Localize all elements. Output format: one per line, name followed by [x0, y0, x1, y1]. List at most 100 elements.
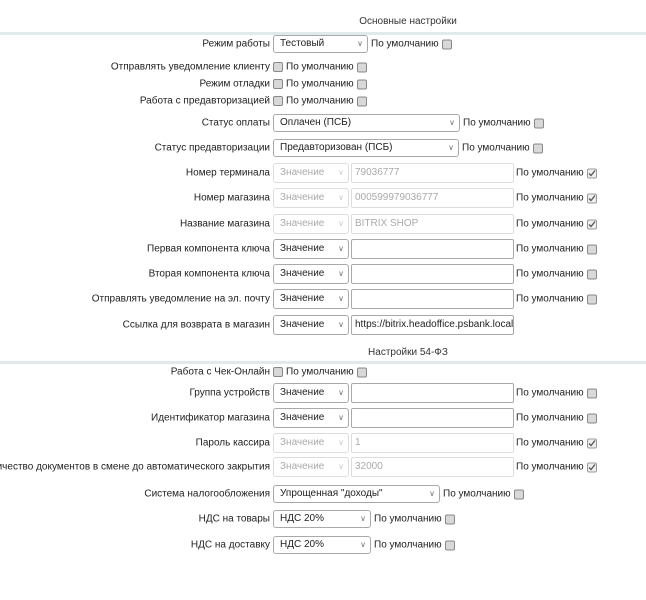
value-input[interactable]: 32000: [351, 457, 514, 477]
value-select[interactable]: Предавторизован (ПСБ) ∨: [273, 139, 459, 157]
default-checkbox[interactable]: [356, 79, 367, 89]
source-select[interactable]: Значение ∨: [273, 239, 349, 259]
default-label: По умолчанию: [516, 167, 584, 179]
section-title: Настройки 54-ФЗ: [368, 347, 448, 358]
default-option[interactable]: По умолчанию: [516, 294, 597, 305]
setting-label: Статус предавторизации: [154, 142, 270, 154]
value-checkbox[interactable]: [273, 79, 283, 89]
source-select[interactable]: Значение ∨: [273, 433, 349, 453]
default-option[interactable]: По умолчанию: [516, 269, 597, 280]
default-checkbox[interactable]: [586, 438, 597, 448]
select-value: Значение: [280, 268, 325, 279]
setting-row: НДС на товары НДС 20% ∨ По умолчанию: [0, 508, 646, 530]
select-value: Значение: [280, 293, 325, 304]
default-option[interactable]: По умолчанию: [371, 39, 452, 50]
source-select[interactable]: Значение ∨: [273, 264, 349, 284]
setting-row: Статус оплаты Оплачен (ПСБ) ∨ По умолчанию: [0, 112, 646, 134]
value-select[interactable]: НДС 20% ∨: [273, 510, 371, 528]
default-checkbox[interactable]: [441, 39, 452, 49]
default-option[interactable]: По умолчанию: [516, 413, 597, 424]
default-option[interactable]: По умолчанию: [516, 438, 597, 449]
value-input[interactable]: 000599979036777: [351, 188, 514, 208]
default-checkbox[interactable]: [533, 118, 544, 128]
setting-row: Работа с предавторизацией По умолчанию: [0, 90, 646, 112]
section-title: Основные настройки: [359, 16, 457, 27]
default-option[interactable]: По умолчанию: [463, 118, 544, 129]
default-checkbox[interactable]: [586, 462, 597, 472]
default-option[interactable]: По умолчанию: [286, 62, 367, 73]
setting-row: Первая компонента ключа Значение ∨ По умолч…: [0, 238, 646, 260]
default-checkbox[interactable]: [586, 294, 597, 304]
source-select[interactable]: Значение ∨: [273, 315, 349, 335]
default-option[interactable]: По умолчанию: [374, 540, 455, 551]
default-option[interactable]: По умолчанию: [443, 489, 524, 500]
default-checkbox[interactable]: [532, 143, 543, 153]
source-select[interactable]: Значение ∨: [273, 214, 349, 234]
chevron-down-icon: ∨: [338, 244, 344, 253]
default-label: По умолчанию: [374, 513, 442, 525]
value-checkbox[interactable]: [273, 62, 283, 72]
value-select[interactable]: НДС 20% ∨: [273, 536, 371, 554]
default-checkbox[interactable]: [444, 514, 455, 524]
select-value: Предавторизован (ПСБ): [280, 142, 393, 153]
default-checkbox[interactable]: [586, 413, 597, 423]
default-checkbox[interactable]: [356, 367, 367, 377]
setting-row: Работа с Чек-Онлайн По умолчанию: [0, 361, 646, 383]
default-checkbox[interactable]: [356, 62, 367, 72]
default-checkbox[interactable]: [356, 96, 367, 106]
value-input[interactable]: [351, 239, 514, 259]
default-option[interactable]: По умолчанию: [516, 168, 597, 179]
setting-row: Отправлять уведомление на эл. почту Значе…: [0, 288, 646, 310]
default-label: По умолчанию: [463, 117, 531, 129]
default-label: По умолчанию: [516, 243, 584, 255]
default-option[interactable]: По умолчанию: [516, 462, 597, 473]
default-option[interactable]: По умолчанию: [516, 244, 597, 255]
value-select[interactable]: Тестовый ∨: [273, 35, 368, 53]
value-input[interactable]: BITRIX SHOP: [351, 214, 514, 234]
value-checkbox[interactable]: [273, 96, 283, 106]
value-checkbox[interactable]: [273, 367, 283, 377]
default-checkbox[interactable]: [586, 244, 597, 254]
default-checkbox[interactable]: [586, 388, 597, 398]
value-input[interactable]: 79036777: [351, 163, 514, 183]
default-checkbox[interactable]: [444, 540, 455, 550]
value-select[interactable]: Упрощенная "доходы" ∨: [273, 485, 440, 503]
default-checkbox[interactable]: [586, 193, 597, 203]
value-input[interactable]: 1: [351, 433, 514, 453]
setting-label: Режим работы: [202, 38, 270, 50]
default-option[interactable]: По умолчанию: [462, 143, 543, 154]
setting-row: Группа устройств Значение ∨ По умолчанию: [0, 382, 646, 404]
value-input[interactable]: [351, 383, 514, 403]
setting-row: Пароль кассира Значение ∨ 1 По умолчанию: [0, 432, 646, 454]
value-input[interactable]: [351, 408, 514, 428]
setting-label: НДС на товары: [198, 513, 270, 525]
default-option[interactable]: По умолчанию: [374, 514, 455, 525]
select-value: Значение: [280, 192, 325, 203]
default-option[interactable]: По умолчанию: [286, 96, 367, 107]
source-select[interactable]: Значение ∨: [273, 408, 349, 428]
default-option[interactable]: По умолчанию: [286, 79, 367, 90]
value-select[interactable]: Оплачен (ПСБ) ∨: [273, 114, 460, 132]
select-value: НДС 20%: [280, 539, 325, 550]
setting-row: Отправлять уведомление клиенту По умолчан…: [0, 56, 646, 78]
chevron-down-icon: ∨: [338, 438, 344, 447]
source-select[interactable]: Значение ∨: [273, 163, 349, 183]
source-select[interactable]: Значение ∨: [273, 289, 349, 309]
setting-label: Система налогообложения: [144, 488, 270, 500]
value-input[interactable]: [351, 289, 514, 309]
source-select[interactable]: Значение ∨: [273, 188, 349, 208]
default-option[interactable]: По умолчанию: [516, 219, 597, 230]
value-input[interactable]: [351, 264, 514, 284]
default-checkbox[interactable]: [586, 269, 597, 279]
default-checkbox[interactable]: [513, 489, 524, 499]
value-input[interactable]: https://bitrix.headoffice.psbank.local/p…: [351, 315, 514, 335]
source-select[interactable]: Значение ∨: [273, 457, 349, 477]
source-select[interactable]: Значение ∨: [273, 383, 349, 403]
default-checkbox[interactable]: [586, 168, 597, 178]
default-option[interactable]: По умолчанию: [516, 193, 597, 204]
default-option[interactable]: По умолчанию: [286, 367, 367, 378]
default-checkbox[interactable]: [586, 219, 597, 229]
chevron-down-icon: ∨: [360, 540, 366, 549]
default-option[interactable]: По умолчанию: [516, 388, 597, 399]
setting-row: Номер терминала Значение ∨ 79036777 По умолч…: [0, 162, 646, 184]
